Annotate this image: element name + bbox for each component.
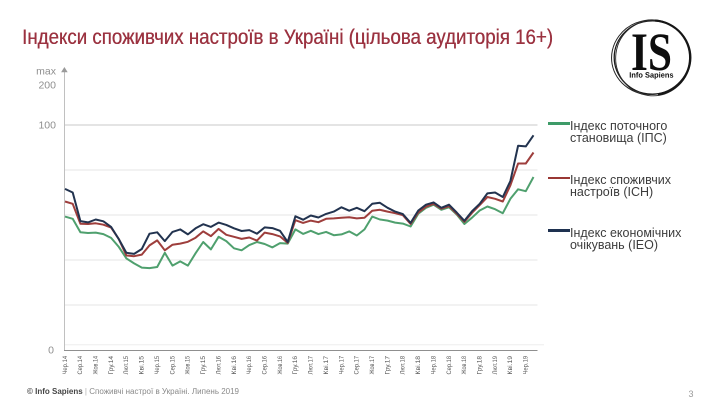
svg-text:0: 0	[48, 345, 54, 357]
svg-text:Гру.17: Гру.17	[384, 356, 391, 375]
svg-text:Сер.16: Сер.16	[262, 356, 269, 375]
svg-text:Лют.19: Лют.19	[492, 356, 499, 375]
svg-text:Жов.15: Жов.15	[185, 356, 192, 375]
svg-text:Лют.16: Лют.16	[215, 356, 222, 375]
svg-text:Гру.14: Гру.14	[108, 356, 115, 375]
svg-text:Кві.16: Кві.16	[230, 356, 238, 375]
svg-text:Чер.17: Чер.17	[338, 356, 345, 375]
svg-text:Сер.18: Сер.18	[446, 356, 453, 375]
svg-text:Кві.17: Кві.17	[322, 356, 330, 375]
svg-text:Жов.17: Жов.17	[369, 356, 376, 375]
svg-text:200: 200	[38, 80, 56, 92]
svg-text:Гру.18: Гру.18	[477, 356, 484, 375]
svg-text:Гру.15: Гру.15	[200, 356, 207, 375]
svg-text:Чер.14: Чер.14	[62, 356, 69, 375]
svg-text:Лют.17: Лют.17	[308, 356, 315, 375]
svg-text:Жов.16: Жов.16	[277, 356, 284, 375]
svg-text:100: 100	[38, 120, 56, 132]
svg-text:Кві.18: Кві.18	[414, 356, 422, 375]
svg-text:Сер.14: Сер.14	[77, 356, 84, 375]
svg-text:Жов.14: Жов.14	[93, 356, 100, 375]
svg-text:max: max	[36, 66, 57, 78]
svg-text:Сер.15: Сер.15	[169, 356, 176, 375]
svg-text:Чер.15: Чер.15	[154, 356, 161, 375]
svg-text:Кві.15: Кві.15	[138, 356, 146, 375]
svg-text:Лют.15: Лют.15	[123, 356, 130, 375]
svg-text:Сер.17: Сер.17	[354, 356, 361, 375]
svg-text:Лют.18: Лют.18	[400, 356, 407, 375]
svg-text:Чер.18: Чер.18	[430, 356, 437, 375]
svg-text:Кві.19: Кві.19	[506, 356, 514, 375]
svg-text:Чер.19: Чер.19	[523, 356, 530, 375]
svg-text:Жов.18: Жов.18	[461, 356, 468, 375]
svg-text:Чер.16: Чер.16	[246, 356, 253, 375]
svg-text:Гру.16: Гру.16	[292, 356, 299, 375]
